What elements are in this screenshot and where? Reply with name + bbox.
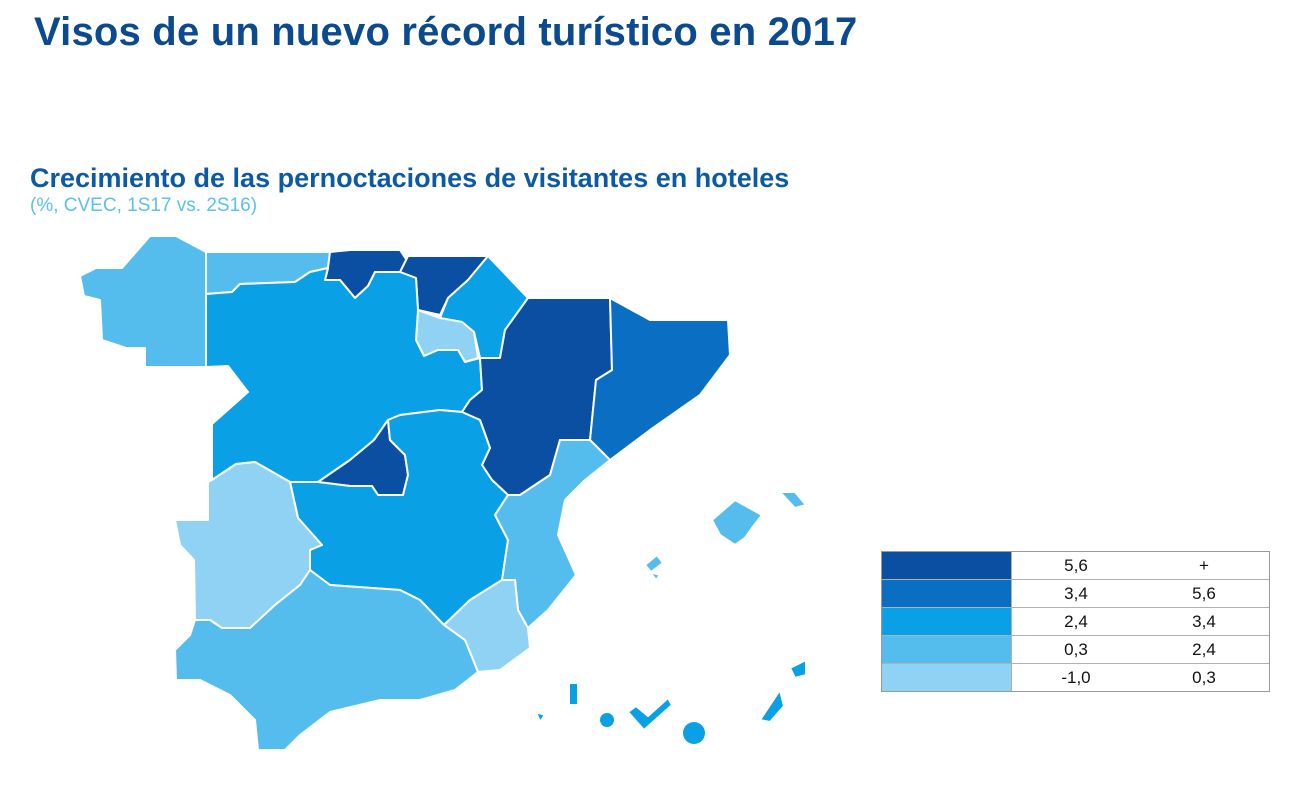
legend-to: 3,4 (1192, 612, 1216, 631)
map-subtitle: Crecimiento de las pernoctaciones de vis… (30, 163, 790, 193)
legend-from: 5,6 (1064, 556, 1088, 575)
page-title: Visos de un nuevo récord turístico en 20… (34, 10, 858, 54)
legend-row: 5,6 + (882, 552, 1269, 579)
region-ibiza (644, 554, 664, 573)
region-menorca (779, 491, 807, 509)
legend-row: 0,3 2,4 (882, 635, 1269, 663)
legend-from: 2,4 (1064, 612, 1088, 631)
region-cataluna (589, 297, 731, 461)
island-canarias-3 (600, 713, 614, 727)
island-canarias-6 (759, 689, 785, 723)
region-formentera (649, 571, 661, 581)
legend-swatch (882, 580, 1012, 607)
region-valencia (494, 439, 611, 629)
legend-from: 3,4 (1064, 584, 1088, 603)
island-canarias-2 (535, 711, 546, 723)
legend-from: 0,3 (1064, 640, 1088, 659)
legend-swatch (882, 636, 1012, 663)
legend-to: + (1199, 556, 1209, 575)
legend-row: -1,0 0,3 (882, 663, 1269, 691)
legend-to: 2,4 (1192, 640, 1216, 659)
map-legend: 5,6 + 3,4 5,6 2,4 3,4 0,3 2,4 -1,0 0,3 (881, 551, 1270, 692)
legend-from: -1,0 (1061, 668, 1091, 687)
island-canarias-1 (570, 684, 577, 704)
region-mallorca (711, 499, 763, 546)
legend-row: 3,4 5,6 (882, 579, 1269, 607)
region-galicia (79, 235, 207, 368)
legend-to: 0,3 (1192, 668, 1216, 687)
region-murcia (443, 579, 531, 673)
region-andalucia (174, 569, 479, 751)
legend-swatch (882, 552, 1012, 579)
island-canarias-7 (789, 659, 807, 679)
island-canarias-4 (627, 697, 673, 731)
map-note: (%, CVEC, 1S17 vs. 2S16) (30, 195, 258, 216)
legend-swatch (882, 608, 1012, 635)
legend-swatch (882, 664, 1012, 691)
island-canarias-5 (683, 722, 705, 744)
legend-row: 2,4 3,4 (882, 607, 1269, 635)
legend-to: 5,6 (1192, 584, 1216, 603)
